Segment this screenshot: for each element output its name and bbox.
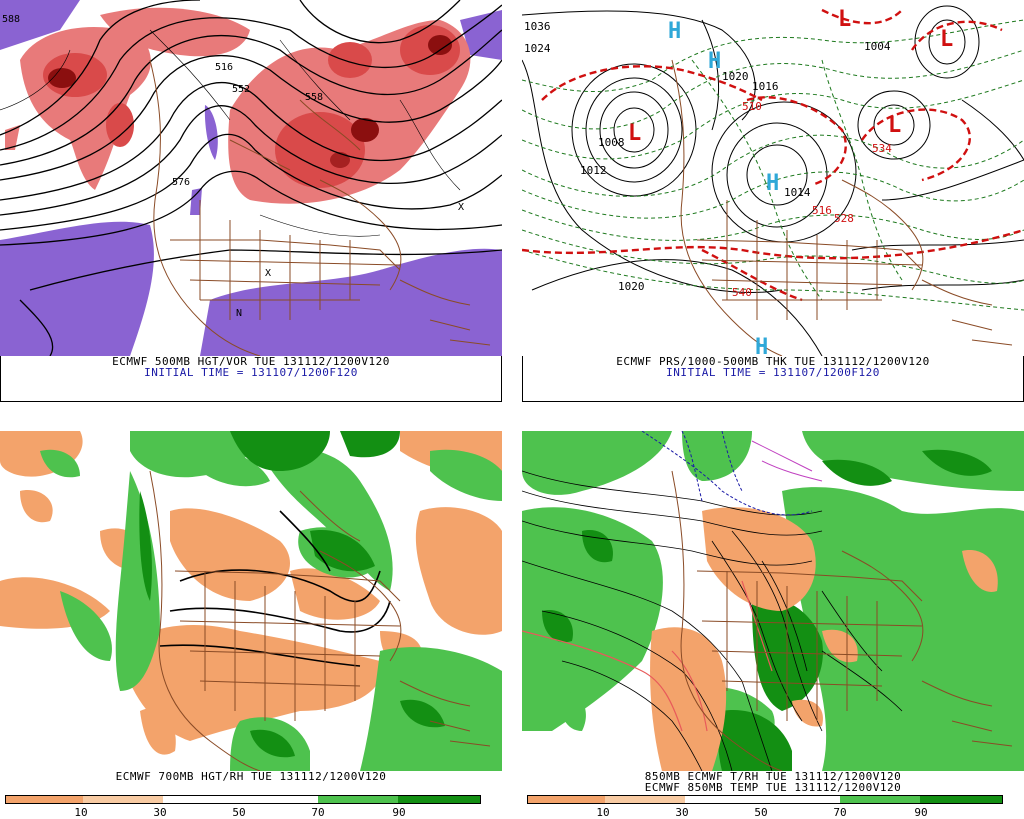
isobar-label: 1020 bbox=[618, 280, 645, 293]
label-516: 516 bbox=[215, 62, 233, 73]
panel-700mb-hgt-rh: ECMWF 700MB HGT/RH TUE 131112/1200V120 1… bbox=[0, 431, 502, 819]
label-x2: X bbox=[458, 202, 464, 213]
thickness-label: 540 bbox=[732, 286, 752, 299]
isobar-label: 1016 bbox=[752, 80, 779, 93]
high-marker: H bbox=[708, 49, 721, 74]
high-marker: H bbox=[668, 19, 681, 44]
low-marker: L bbox=[888, 113, 901, 138]
isobar-label: 1014 bbox=[784, 186, 811, 199]
initial-time-prs-thk: INITIAL TIME = 131107/1200F120 bbox=[666, 366, 880, 379]
isobar-label: 1020 bbox=[722, 70, 749, 83]
label-588: 588 bbox=[2, 14, 20, 25]
colorbar-tick: 10 bbox=[596, 806, 610, 819]
isobar-label: 1008 bbox=[598, 136, 625, 149]
caption-850mb-temp: ECMWF 850MB TEMP TUE 131112/1200V120 bbox=[644, 781, 902, 794]
thickness-label: 516 bbox=[812, 204, 832, 217]
map-500mb: 588 576 558 552 516 X N X bbox=[0, 0, 502, 356]
colorbar-tick: 90 bbox=[914, 806, 928, 819]
panel-prs-thk: H H H H L L L L 1036 1024 1012 1020 1008… bbox=[522, 0, 1024, 402]
colorbar-tick: 10 bbox=[74, 806, 88, 819]
caption-850mb-t-rh: 850MB ECMWF T/RH TUE 131112/1200V120 bbox=[644, 770, 902, 783]
map-850mb bbox=[522, 431, 1024, 771]
low-marker: L bbox=[838, 7, 851, 32]
colorbar-700mb bbox=[5, 795, 481, 804]
colorbar-tick: 90 bbox=[392, 806, 406, 819]
caption-prs-thk: ECMWF PRS/1000-500MB THK TUE 131112/1200… bbox=[616, 355, 930, 368]
colorbar-tick: 50 bbox=[754, 806, 768, 819]
caption-500mb: ECMWF 500MB HGT/VOR TUE 131112/1200V120 bbox=[112, 355, 390, 368]
label-n: N bbox=[236, 308, 242, 319]
low-marker: L bbox=[940, 27, 953, 52]
colorbar-tick: 70 bbox=[833, 806, 847, 819]
high-marker: H bbox=[755, 335, 768, 356]
colorbar-tick: 30 bbox=[153, 806, 167, 819]
colorbar-tick: 70 bbox=[311, 806, 325, 819]
low-marker: L bbox=[628, 121, 641, 146]
label-552: 552 bbox=[232, 84, 250, 95]
thickness-label: 528 bbox=[834, 212, 854, 225]
isobar-label: 1024 bbox=[524, 42, 551, 55]
label-576: 576 bbox=[172, 177, 190, 188]
label-558: 558 bbox=[305, 92, 323, 103]
thickness-label: 510 bbox=[742, 100, 762, 113]
isobar-label: 1036 bbox=[524, 20, 551, 33]
initial-time-500mb: INITIAL TIME = 131107/1200F120 bbox=[144, 366, 358, 379]
colorbar-tick: 50 bbox=[232, 806, 246, 819]
caption-700mb: ECMWF 700MB HGT/RH TUE 131112/1200V120 bbox=[115, 770, 387, 783]
thickness-label: 534 bbox=[872, 142, 892, 155]
map-prs-thk: H H H H L L L L 1036 1024 1012 1020 1008… bbox=[522, 0, 1024, 356]
isobar-label: 1004 bbox=[864, 40, 891, 53]
colorbar-850mb bbox=[527, 795, 1003, 804]
map-700mb bbox=[0, 431, 502, 771]
isobar-label: 1012 bbox=[580, 164, 607, 177]
panel-850mb-t-rh: 850MB ECMWF T/RH TUE 131112/1200V120 ECM… bbox=[522, 431, 1024, 819]
high-marker: H bbox=[766, 171, 779, 196]
label-x: X bbox=[265, 268, 271, 279]
panel-500mb-hgt-vor: 588 576 558 552 516 X N X ECMWF 500MB HG… bbox=[0, 0, 502, 402]
colorbar-tick: 30 bbox=[675, 806, 689, 819]
